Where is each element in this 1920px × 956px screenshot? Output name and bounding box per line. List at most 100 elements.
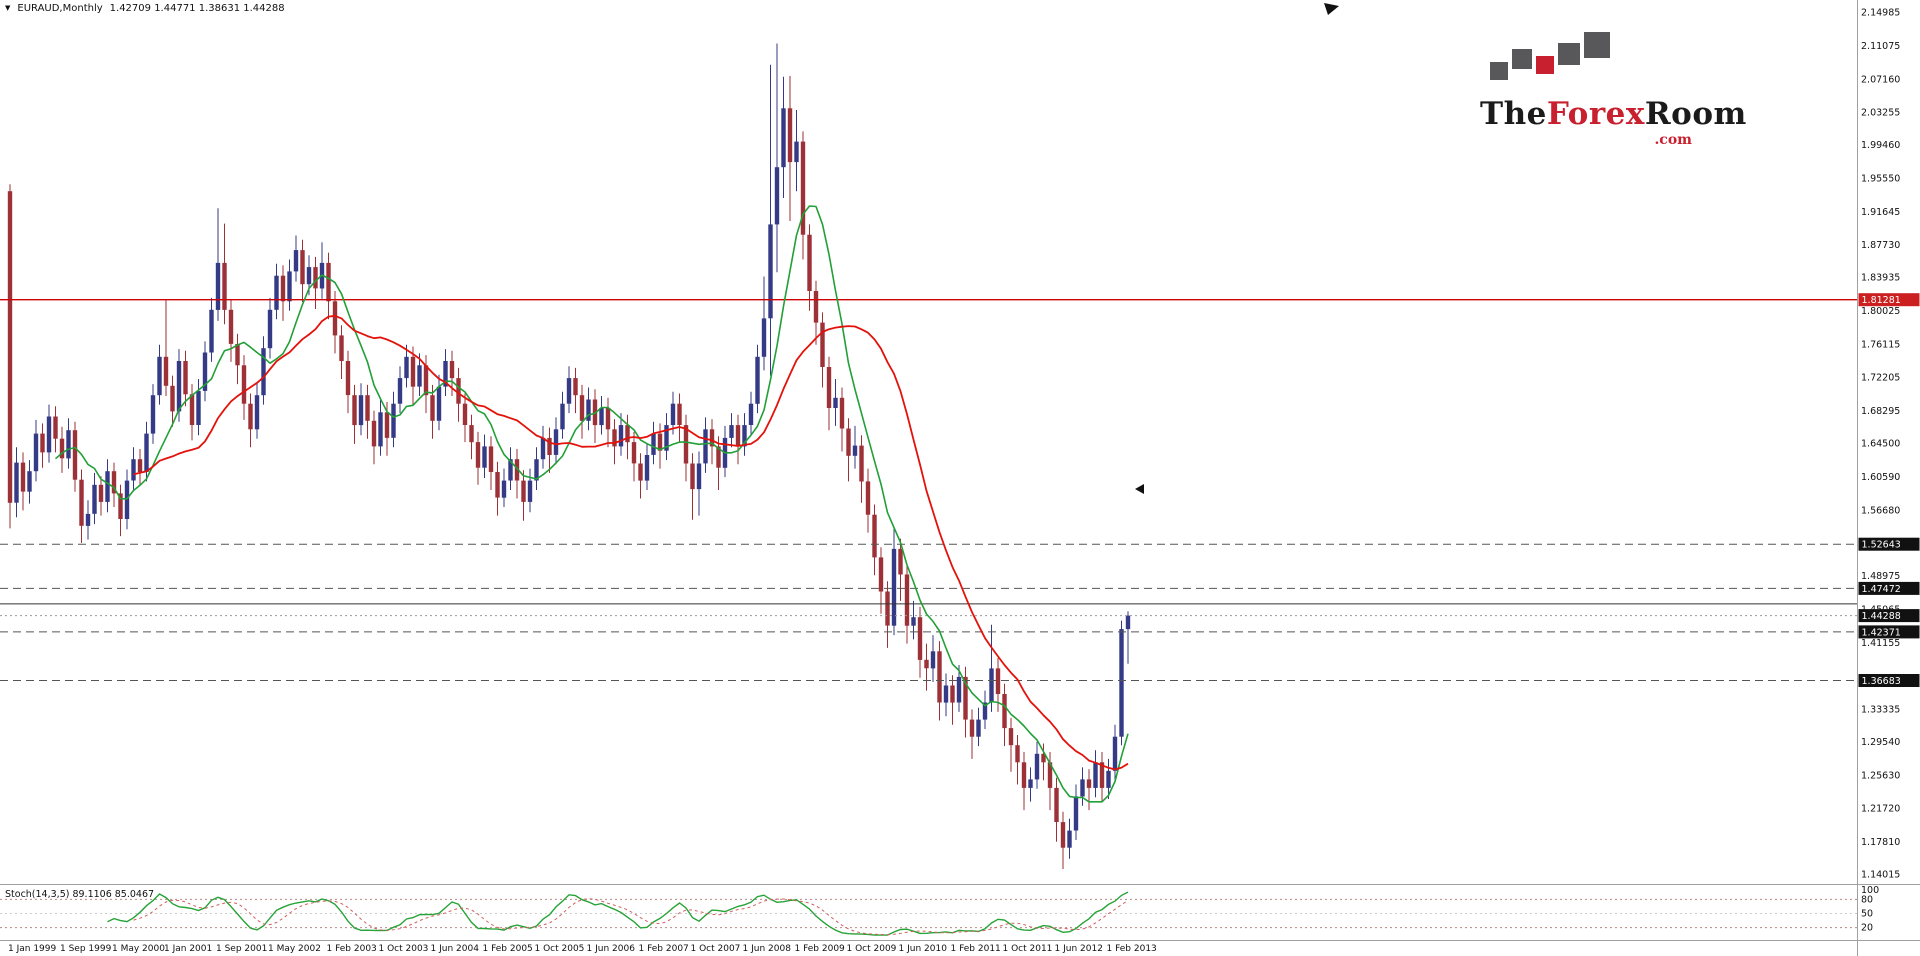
candle-body xyxy=(735,425,741,447)
logo-block xyxy=(1536,56,1554,74)
time-axis-label: 1 Feb 2007 xyxy=(639,944,689,954)
candle-body xyxy=(794,141,799,163)
candle-body xyxy=(631,442,637,464)
candle-body xyxy=(306,267,312,285)
candle-body xyxy=(937,651,942,703)
stoch-axis-label: 80 xyxy=(1861,894,1873,905)
candle-body xyxy=(839,397,845,429)
candle-body xyxy=(657,433,663,451)
time-axis-label: 1 Jun 2004 xyxy=(431,944,480,954)
price-axis-label: 1.48975 xyxy=(1861,571,1900,582)
candle-body xyxy=(488,446,494,472)
price-axis-label: 1.68295 xyxy=(1861,406,1900,417)
candle-body xyxy=(846,428,851,456)
candle-body xyxy=(989,668,994,703)
candle-body xyxy=(20,462,26,492)
arrow-annotation[interactable] xyxy=(1324,3,1339,15)
candle-body xyxy=(566,378,572,404)
candle-body xyxy=(131,459,136,481)
candle-body xyxy=(495,472,500,498)
candle-body xyxy=(651,433,656,455)
candle-body xyxy=(170,385,175,412)
candle-body xyxy=(1054,787,1059,822)
candle-body xyxy=(969,719,975,737)
candle-body xyxy=(995,668,1001,694)
price-axis-label: 1.87730 xyxy=(1861,240,1900,251)
price-axis-label: 1.29540 xyxy=(1861,737,1900,748)
candle-body xyxy=(826,367,832,408)
candle-body xyxy=(748,403,754,425)
candle-body xyxy=(781,108,786,168)
logo-word-forex: Forex xyxy=(1546,96,1645,132)
time-axis-label: 1 Oct 2005 xyxy=(535,944,585,954)
logo-block xyxy=(1584,32,1610,58)
candle-body xyxy=(813,291,819,323)
stoch-label: Stoch(14,3,5) 89.1106 85.0467 xyxy=(5,889,154,900)
candle-body xyxy=(124,480,130,519)
candle-body xyxy=(553,429,559,455)
candle-body xyxy=(898,548,903,575)
price-tag-value: 1.47472 xyxy=(1862,584,1901,595)
time-axis-label: 1 Feb 2003 xyxy=(327,944,377,954)
price-tags: 1.81281 1.52643 1.47472 1.44288 1.42371 1.366… xyxy=(1858,293,1920,687)
candle-body xyxy=(547,437,552,455)
candle-body xyxy=(1008,728,1014,746)
time-axis-label: 1 Feb 2009 xyxy=(795,944,846,954)
time-axis-label: 1 Oct 2007 xyxy=(691,944,741,954)
price-axis-label: 1.76115 xyxy=(1861,339,1900,350)
candle-body xyxy=(209,309,214,353)
price-axis-label: 1.72205 xyxy=(1861,373,1900,384)
candle-body xyxy=(384,412,390,438)
candle-body xyxy=(469,425,474,443)
candle-body xyxy=(956,676,962,703)
price-arrow-annotation[interactable] xyxy=(1135,484,1144,494)
candle-body xyxy=(820,322,825,367)
price-axis-label: 1.17810 xyxy=(1861,837,1900,848)
candle-body xyxy=(391,403,396,438)
logo-tld: .com xyxy=(1654,132,1692,148)
candle-body xyxy=(423,365,429,396)
candle-body xyxy=(365,395,370,421)
candle-body xyxy=(436,386,442,421)
candle-body xyxy=(105,471,110,502)
time-axis-label: 1 Sep 1999 xyxy=(60,944,112,954)
candle-body xyxy=(85,513,91,526)
candle-body xyxy=(1093,762,1098,788)
price-axis-label: 1.64500 xyxy=(1861,439,1900,450)
chart-collapse-icon[interactable]: ▼ xyxy=(5,4,11,12)
price-axis-label: 1.25630 xyxy=(1861,770,1900,781)
logo-word-room: Room xyxy=(1644,96,1747,132)
candle-body xyxy=(696,463,702,490)
candle-body xyxy=(261,348,266,396)
candlesticks[interactable] xyxy=(7,43,1131,870)
candle-body xyxy=(1125,615,1131,630)
price-axis-label: 1.41155 xyxy=(1861,638,1900,649)
candle-body xyxy=(534,459,539,481)
candle-body xyxy=(930,651,936,669)
candle-body xyxy=(1073,796,1079,831)
candle-body xyxy=(1002,694,1007,729)
candle-body xyxy=(183,361,188,395)
fast-ma-line xyxy=(54,205,1129,803)
candle-body xyxy=(53,416,58,439)
candle-body xyxy=(670,403,676,425)
candle-body xyxy=(891,548,897,626)
candle-body xyxy=(267,309,273,349)
candle-body xyxy=(456,378,461,404)
candle-body xyxy=(137,459,143,472)
candle-body xyxy=(1080,779,1085,797)
time-axis-label: 1 Sep 2001 xyxy=(216,944,267,954)
candle-body xyxy=(683,425,689,464)
price-axis-label: 1.91645 xyxy=(1861,207,1900,218)
candle-body xyxy=(716,446,721,468)
horizontal-levels[interactable] xyxy=(0,299,1857,681)
price-tag-box xyxy=(1858,625,1920,639)
candle-body xyxy=(1119,629,1124,737)
candle-body xyxy=(248,403,253,430)
candle-body xyxy=(189,394,195,425)
candle-body xyxy=(228,309,234,344)
candle-body xyxy=(1067,830,1072,848)
candle-body xyxy=(690,463,695,490)
